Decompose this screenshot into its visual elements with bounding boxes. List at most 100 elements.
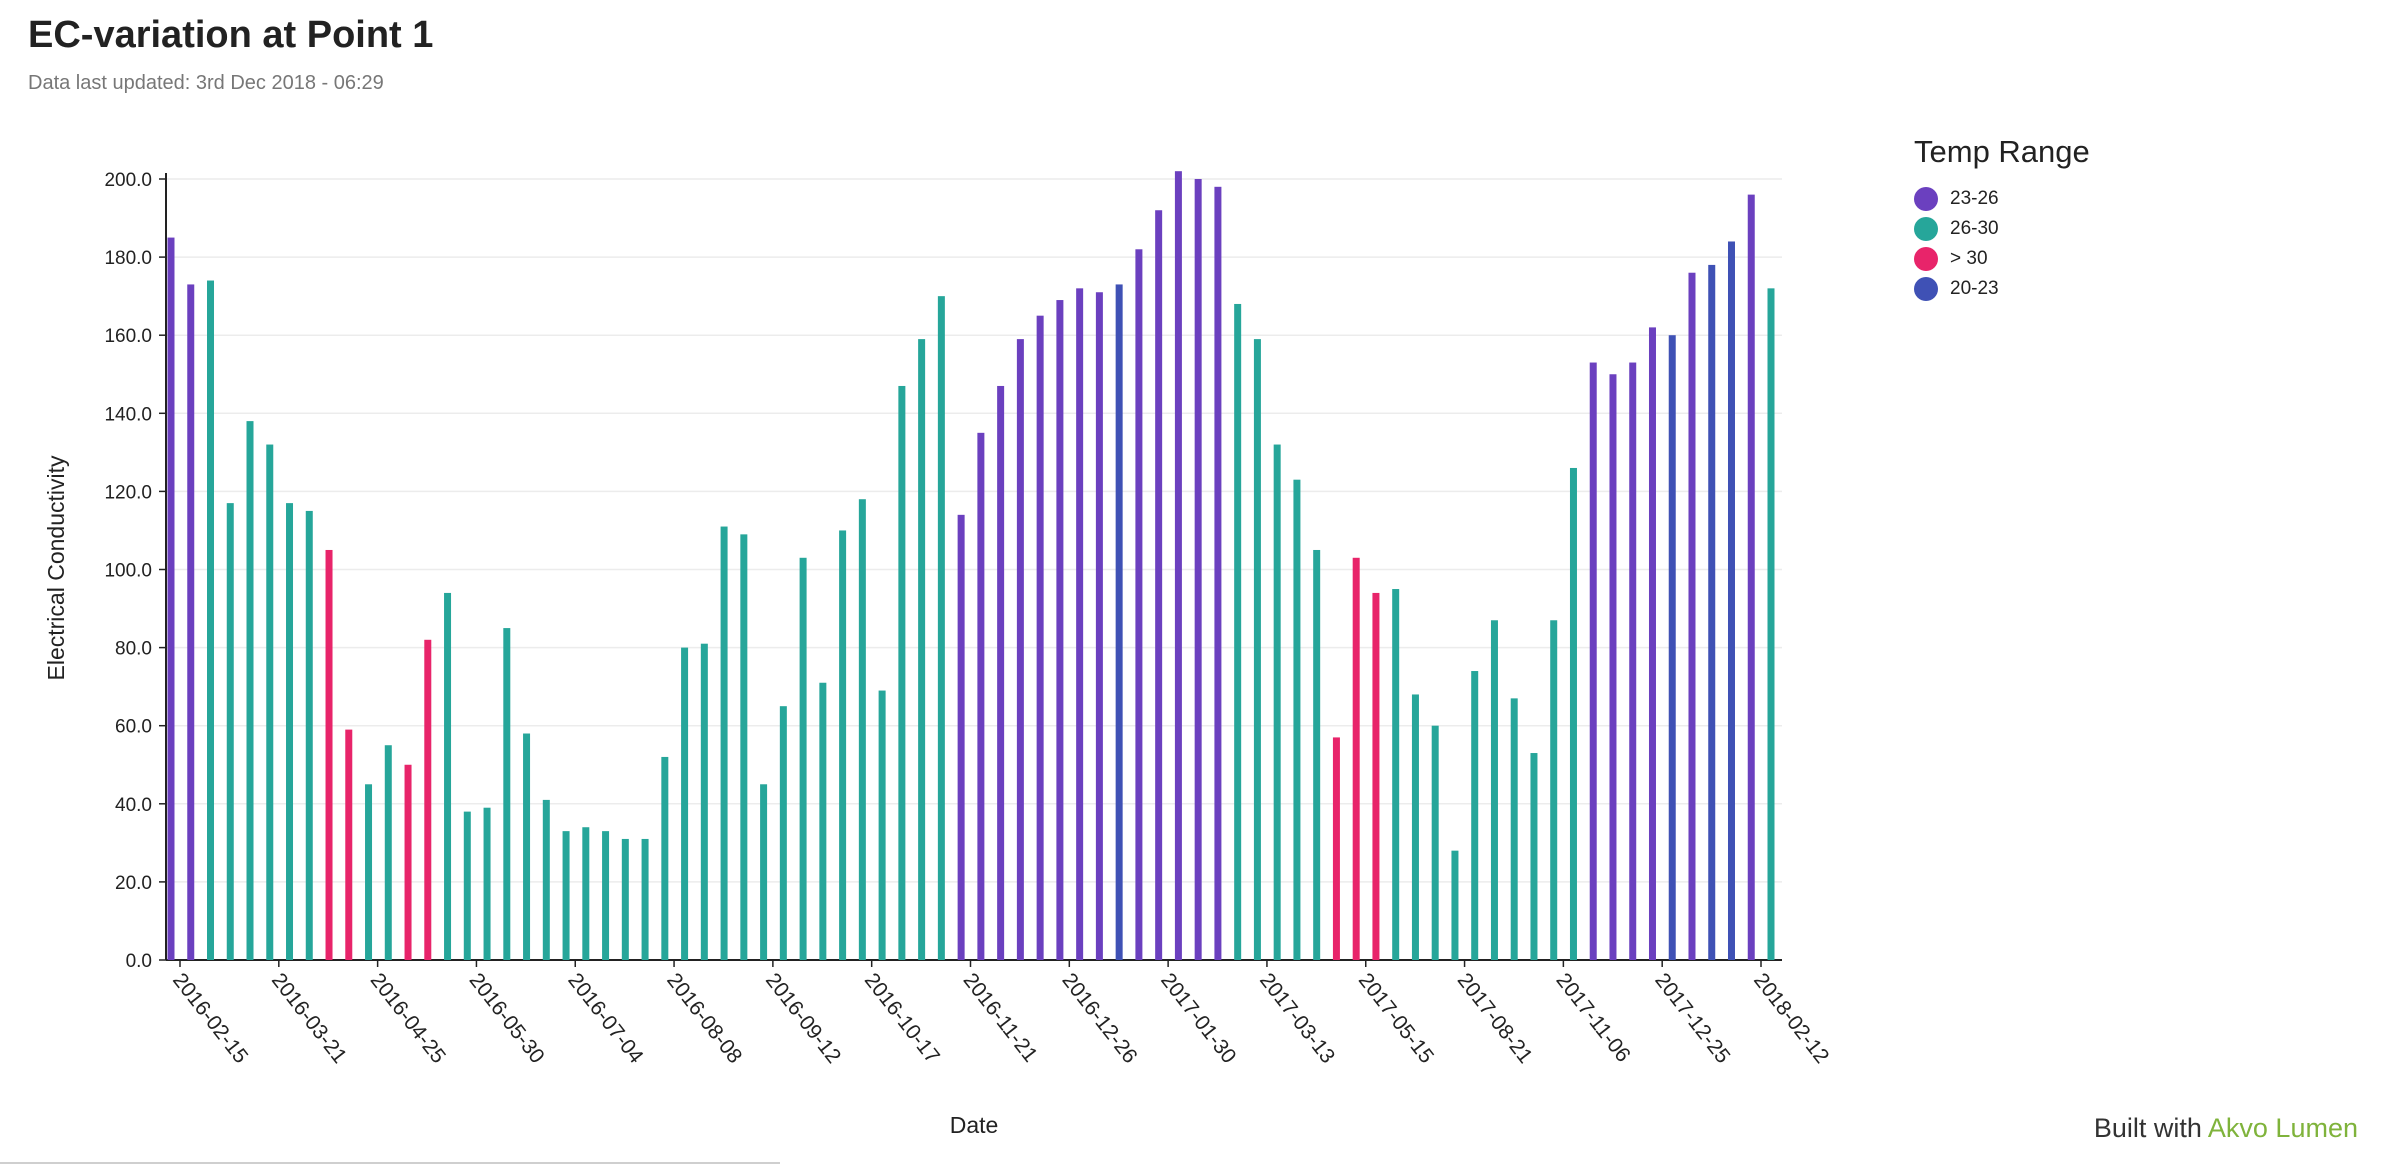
- legend-items: 23-26 26-30 > 30 20-23: [1914, 184, 2090, 304]
- bottom-scrollbar[interactable]: [0, 1162, 780, 1164]
- bar: [365, 784, 373, 960]
- bar: [1490, 620, 1498, 960]
- bar: [226, 503, 234, 960]
- bar: [1352, 557, 1360, 960]
- y-tick-label: 40.0: [115, 795, 152, 816]
- y-tick-label: 0.0: [126, 951, 152, 972]
- bar: [1392, 589, 1400, 960]
- x-tick-label: 2016-08-08: [662, 969, 746, 1068]
- bar: [523, 733, 531, 960]
- bar: [444, 592, 452, 960]
- bar: [1174, 171, 1182, 960]
- bar: [1095, 292, 1103, 960]
- x-tick-label: 2017-12-25: [1650, 969, 1734, 1068]
- bar: [286, 503, 294, 960]
- bar: [1569, 467, 1577, 960]
- x-tick-label: 2016-04-25: [366, 969, 450, 1068]
- y-tick-label: 180.0: [104, 248, 152, 269]
- legend-item[interactable]: 23-26: [1914, 184, 2090, 214]
- bar: [483, 807, 491, 960]
- bar: [1609, 374, 1617, 960]
- bar: [1471, 671, 1479, 960]
- bar: [858, 499, 866, 960]
- bar: [582, 827, 590, 960]
- bar: [503, 628, 511, 960]
- y-tick-label: 100.0: [104, 561, 152, 582]
- legend-label: 20-23: [1950, 278, 1999, 299]
- bar: [266, 444, 274, 960]
- bar: [1510, 698, 1518, 960]
- legend-label: 23-26: [1950, 188, 1999, 209]
- bar: [681, 647, 689, 960]
- bar: [602, 831, 610, 960]
- legend-label: 26-30: [1950, 218, 1999, 239]
- bar: [1293, 479, 1301, 960]
- bar: [1194, 179, 1202, 960]
- bar: [1550, 620, 1558, 960]
- bar: [542, 799, 550, 960]
- x-tick-label: 2018-02-12: [1749, 969, 1833, 1068]
- legend-dot-icon: [1914, 217, 1938, 241]
- bar: [1016, 339, 1024, 961]
- bar: [1668, 335, 1676, 960]
- bar: [819, 682, 827, 960]
- bar: [1056, 300, 1064, 960]
- legend-dot-icon: [1914, 277, 1938, 301]
- bar: [1155, 210, 1163, 961]
- x-tick-label: 2017-11-06: [1551, 969, 1634, 1067]
- x-axis-label: Date: [950, 1112, 999, 1138]
- bar: [1451, 850, 1459, 960]
- y-tick-label: 140.0: [104, 404, 152, 425]
- bar: [918, 339, 926, 961]
- bar: [937, 296, 945, 960]
- bar: [1747, 194, 1755, 960]
- bar: [207, 280, 215, 960]
- bar: [839, 530, 847, 960]
- legend-dot-icon: [1914, 187, 1938, 211]
- bar: [325, 549, 333, 960]
- bar: [1688, 272, 1696, 961]
- x-tick-label: 2017-01-30: [1156, 969, 1240, 1068]
- bar: [384, 745, 392, 960]
- bar: [977, 432, 985, 960]
- bar: [305, 510, 313, 960]
- legend-item[interactable]: > 30: [1914, 244, 2090, 274]
- bar: [1629, 362, 1637, 960]
- akvo-lumen-link[interactable]: Akvo Lumen: [2207, 1113, 2358, 1143]
- bar: [1372, 592, 1380, 960]
- bar: [1332, 737, 1340, 960]
- y-tick-label: 200.0: [104, 170, 152, 191]
- bar: [1076, 288, 1084, 961]
- x-tick-label: 2017-08-21: [1453, 969, 1537, 1068]
- y-tick-label: 80.0: [115, 639, 152, 660]
- chart-title: EC-variation at Point 1: [28, 14, 434, 56]
- bar: [1767, 288, 1775, 961]
- legend-title: Temp Range: [1914, 134, 2090, 169]
- legend-item[interactable]: 26-30: [1914, 214, 2090, 244]
- bar: [246, 421, 254, 960]
- bar: [1115, 284, 1123, 960]
- x-tick-label: 2016-09-12: [761, 969, 845, 1068]
- bar: [779, 706, 787, 960]
- footer-credit: Built with Akvo Lumen: [2094, 1113, 2358, 1144]
- bar: [760, 784, 768, 960]
- bar: [1234, 303, 1242, 961]
- bar: [1648, 327, 1656, 960]
- y-tick-label: 120.0: [104, 482, 152, 503]
- last-updated-text: Data last updated: 3rd Dec 2018 - 06:29: [28, 72, 384, 94]
- x-tick-label: 2016-02-15: [168, 969, 252, 1068]
- bar: [1708, 264, 1716, 960]
- y-tick-label: 160.0: [104, 326, 152, 347]
- bar: [1036, 315, 1044, 960]
- bar: [997, 385, 1005, 961]
- x-tick-label: 2016-03-21: [267, 969, 351, 1068]
- legend-item[interactable]: 20-23: [1914, 274, 2090, 304]
- bar: [878, 690, 886, 960]
- bar: [1589, 362, 1597, 960]
- bar: [1214, 186, 1222, 960]
- bar: [641, 838, 649, 960]
- x-tick-label: 2016-10-17: [860, 969, 944, 1068]
- x-tick-label: 2017-03-13: [1255, 969, 1339, 1068]
- bar: [700, 643, 708, 960]
